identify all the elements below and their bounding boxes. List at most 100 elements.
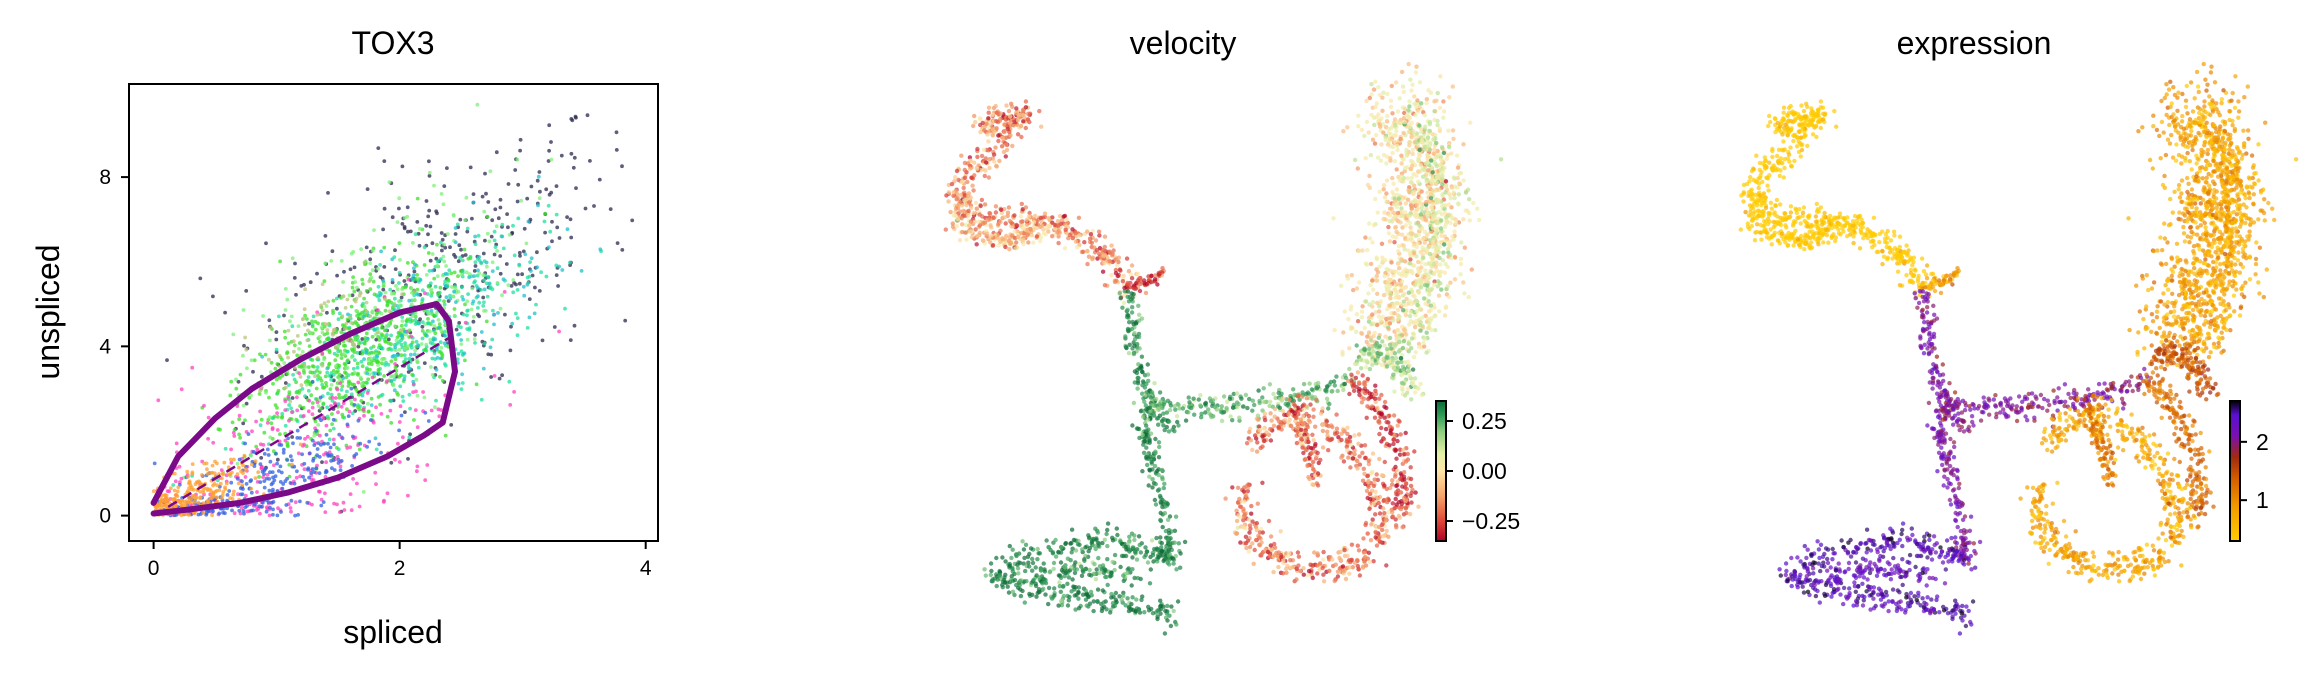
- data-point: [381, 287, 386, 292]
- velocity-point: [986, 139, 991, 144]
- data-point: [287, 462, 292, 467]
- velocity-point: [1373, 79, 1378, 85]
- data-point: [219, 468, 224, 472]
- data-point: [389, 421, 394, 425]
- data-point: [179, 513, 184, 517]
- data-point: [318, 489, 322, 494]
- data-point: [383, 290, 388, 295]
- data-point: [235, 472, 240, 476]
- data-point: [270, 427, 275, 432]
- data-point: [466, 308, 470, 313]
- data-point: [455, 357, 460, 362]
- data-point: [479, 288, 483, 292]
- data-point: [397, 460, 402, 464]
- data-point: [359, 359, 364, 364]
- data-point: [339, 259, 344, 263]
- data-point: [325, 328, 330, 332]
- velocity-point: [1424, 97, 1430, 102]
- velocity-point: [1407, 99, 1412, 104]
- data-point: [179, 387, 184, 392]
- data-point: [378, 293, 382, 298]
- data-point: [546, 245, 551, 250]
- velocity-point: [1144, 549, 1150, 554]
- velocity-point: [1142, 610, 1147, 615]
- data-point: [376, 369, 381, 374]
- velocity-point: [1082, 240, 1087, 245]
- data-point: [549, 157, 554, 162]
- data-point: [466, 292, 470, 296]
- data-point: [202, 403, 206, 408]
- y-tick-label: 0: [99, 505, 111, 528]
- data-point: [395, 220, 400, 225]
- velocity-point: [1170, 556, 1176, 561]
- velocity-point: [1160, 266, 1165, 271]
- velocity-point: [948, 209, 953, 215]
- velocity-point: [1055, 219, 1061, 224]
- data-point: [437, 349, 442, 354]
- velocity-point: [1331, 216, 1336, 221]
- velocity-point: [1089, 539, 1095, 544]
- data-point: [400, 292, 404, 296]
- data-point: [442, 341, 447, 346]
- data-point: [346, 414, 351, 418]
- data-point: [306, 409, 311, 414]
- velocity-point: [1342, 381, 1348, 387]
- data-point: [316, 321, 320, 326]
- velocity-point: [1003, 559, 1008, 564]
- data-point: [258, 442, 263, 447]
- data-point: [389, 333, 393, 338]
- velocity-point: [1099, 608, 1105, 614]
- data-point: [408, 229, 413, 234]
- data-point: [283, 308, 288, 312]
- velocity-point: [1176, 402, 1181, 408]
- data-point: [410, 340, 415, 345]
- velocity-point: [1027, 564, 1032, 569]
- data-point: [285, 297, 290, 302]
- data-point: [500, 373, 504, 378]
- data-point: [324, 460, 328, 465]
- velocity-point: [1131, 286, 1137, 291]
- data-point: [398, 258, 402, 262]
- velocity-point: [1109, 243, 1114, 248]
- velocity-point: [1402, 291, 1407, 297]
- data-point: [550, 239, 554, 244]
- data-point: [487, 239, 492, 244]
- velocity-point: [1212, 404, 1218, 410]
- velocity-point: [1055, 230, 1060, 235]
- velocity-point: [1162, 427, 1167, 433]
- velocity-point: [998, 228, 1003, 233]
- velocity-point: [1070, 227, 1075, 232]
- velocity-point: [1002, 129, 1007, 135]
- data-point: [388, 287, 393, 292]
- velocity-point: [1125, 596, 1130, 601]
- data-point: [482, 341, 487, 346]
- data-point: [275, 428, 280, 432]
- data-point: [337, 432, 342, 437]
- data-point: [482, 209, 487, 214]
- velocity-point: [1260, 395, 1265, 400]
- data-point: [185, 469, 190, 474]
- data-point: [345, 297, 350, 302]
- data-point: [303, 394, 307, 398]
- x-axis-label: spliced: [343, 614, 443, 650]
- data-point: [512, 390, 516, 394]
- velocity-point: [1042, 569, 1048, 574]
- data-point: [490, 269, 495, 273]
- velocity-point: [1239, 396, 1244, 401]
- data-point: [352, 350, 357, 355]
- velocity-point: [988, 122, 993, 127]
- data-point: [482, 278, 487, 283]
- velocity-point: [1000, 135, 1005, 141]
- data-point: [579, 269, 584, 273]
- velocity-embedding-points: [943, 61, 1504, 636]
- data-point: [373, 371, 378, 376]
- velocity-point: [1005, 126, 1010, 132]
- velocity-point: [1022, 568, 1028, 574]
- data-point: [396, 441, 400, 446]
- velocity-point: [943, 227, 948, 232]
- velocity-point: [1056, 603, 1061, 608]
- x-tick-label: 4: [640, 557, 652, 580]
- velocity-point: [1394, 229, 1399, 235]
- velocity-point: [1110, 559, 1115, 565]
- data-point: [286, 395, 291, 399]
